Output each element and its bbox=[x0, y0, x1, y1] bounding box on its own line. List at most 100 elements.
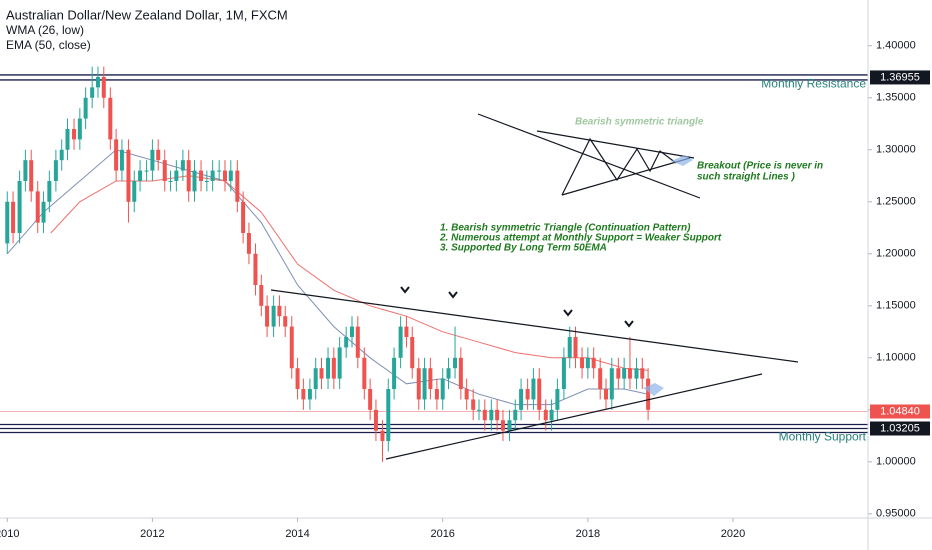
candle-body bbox=[283, 316, 288, 327]
y-tick-label: 1.00000 bbox=[876, 456, 916, 468]
y-tick-label: 0.95000 bbox=[876, 508, 916, 520]
legend-entry: EMA (50, close) bbox=[6, 38, 91, 52]
candle-body bbox=[186, 160, 191, 192]
candle-body bbox=[35, 191, 40, 223]
last-price-label: 1.04840 bbox=[880, 405, 920, 417]
candle-body bbox=[253, 253, 258, 286]
candle-body bbox=[144, 170, 149, 172]
candle-body bbox=[380, 430, 385, 442]
candle-body bbox=[398, 326, 403, 358]
last-price-tag bbox=[870, 404, 930, 419]
candle-body bbox=[482, 409, 487, 421]
candle-body bbox=[555, 389, 560, 410]
candle-body bbox=[573, 337, 578, 358]
candle-body bbox=[416, 368, 421, 400]
triangle-upper-line bbox=[270, 289, 799, 363]
candle-body bbox=[616, 368, 621, 379]
x-tick-label: 2018 bbox=[576, 528, 600, 540]
candle-body bbox=[464, 389, 469, 400]
candle-body bbox=[471, 399, 476, 410]
candle-body bbox=[326, 357, 331, 379]
candle-body bbox=[23, 160, 28, 181]
candle-body bbox=[476, 409, 481, 411]
candle-body bbox=[295, 368, 300, 390]
candle-body bbox=[513, 409, 518, 421]
candle-body bbox=[549, 409, 554, 421]
y-tick-label: 1.15000 bbox=[876, 300, 916, 312]
y-tick-label: 1.20000 bbox=[876, 248, 916, 260]
candle-body bbox=[29, 160, 34, 192]
candle-body bbox=[537, 378, 542, 410]
candle-body bbox=[271, 305, 276, 327]
x-tick-label: 2012 bbox=[140, 528, 164, 540]
candle-body bbox=[289, 326, 294, 369]
note: 1. Bearish symmetric Triangle (Continuat… bbox=[440, 223, 691, 234]
candle-body bbox=[604, 389, 609, 400]
candle-body bbox=[307, 389, 312, 400]
candle-body bbox=[404, 326, 409, 338]
candle-body bbox=[422, 368, 427, 400]
candle-body bbox=[373, 409, 378, 431]
breakout-highlight bbox=[643, 383, 664, 396]
candle-body bbox=[301, 389, 306, 400]
candle-body bbox=[114, 139, 119, 171]
candle-body bbox=[228, 170, 233, 181]
candle-body bbox=[319, 368, 324, 379]
candle-body bbox=[246, 232, 251, 254]
candle-body bbox=[561, 357, 566, 390]
candle-body bbox=[355, 326, 360, 358]
candle-body bbox=[622, 368, 627, 379]
legend-entry: WMA (26, low) bbox=[6, 23, 84, 37]
chart-title: Australian Dollar/New Zealand Dollar, 1M… bbox=[6, 7, 288, 22]
candle-body bbox=[65, 128, 70, 150]
candle-body bbox=[47, 180, 52, 202]
candle-body bbox=[434, 389, 439, 400]
arrow bbox=[400, 286, 410, 294]
candle-body bbox=[489, 409, 494, 421]
y-tick-label: 1.25000 bbox=[876, 196, 916, 208]
sketch-lower bbox=[561, 157, 691, 196]
candle-body bbox=[634, 368, 639, 379]
candle-body bbox=[156, 149, 161, 161]
candle-body bbox=[362, 357, 367, 390]
price-tag bbox=[870, 70, 930, 85]
candle-body bbox=[199, 170, 204, 181]
x-tick-label: 2020 bbox=[721, 528, 745, 540]
arrow bbox=[624, 320, 634, 328]
arrow bbox=[448, 291, 458, 299]
arrow bbox=[563, 309, 573, 317]
sketch-zigzag bbox=[561, 137, 677, 196]
candle-body bbox=[222, 170, 227, 181]
candle-body bbox=[277, 305, 282, 317]
candle-body bbox=[495, 409, 500, 421]
candle-body bbox=[507, 420, 512, 431]
candle-body bbox=[598, 368, 603, 390]
candle-body bbox=[567, 337, 572, 358]
candle-body bbox=[531, 378, 536, 400]
candle-body bbox=[59, 149, 64, 161]
candle-body bbox=[500, 420, 505, 431]
candle-body bbox=[53, 160, 58, 181]
sketch-highlight bbox=[671, 155, 693, 166]
candle-body bbox=[119, 149, 124, 171]
candle-body bbox=[210, 170, 215, 181]
candle-body bbox=[101, 76, 106, 98]
candle-body bbox=[126, 149, 131, 202]
candle-body bbox=[95, 76, 100, 88]
candle-body bbox=[83, 97, 88, 119]
candle-body bbox=[453, 357, 458, 369]
level-label: Monthly Support bbox=[779, 430, 867, 444]
candle-body bbox=[259, 285, 264, 306]
level-label: Monthly Resistance bbox=[761, 77, 866, 91]
price-tag-label: 1.03205 bbox=[880, 422, 920, 434]
y-tick-label: 1.10000 bbox=[876, 352, 916, 364]
candle-body bbox=[410, 337, 415, 369]
triangle-lower-line bbox=[385, 373, 763, 460]
candle-body bbox=[90, 87, 95, 98]
candle-body bbox=[392, 357, 397, 390]
candle-body bbox=[519, 389, 524, 410]
candle-body bbox=[217, 170, 222, 172]
candle-body bbox=[108, 97, 113, 140]
